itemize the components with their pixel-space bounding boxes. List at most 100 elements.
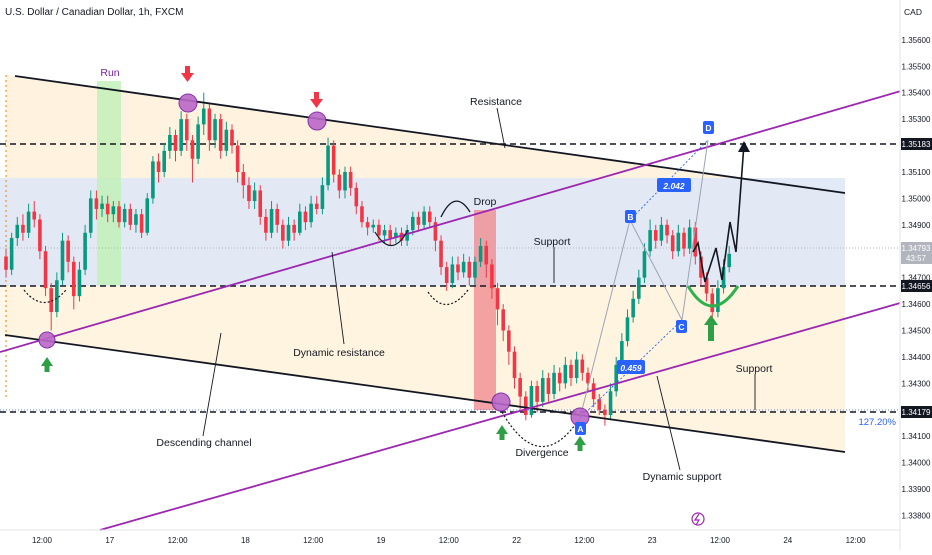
candle — [185, 113, 189, 151]
harmonic-bd-dotted — [629, 139, 709, 221]
candle — [394, 227, 398, 244]
pointer-descending-channel — [202, 332, 222, 437]
candle — [117, 201, 121, 228]
fib-extension-label: 127.20% — [858, 417, 896, 428]
dynamic-resistance-line[interactable] — [0, 81, 932, 353]
point-tag-d-box — [703, 121, 714, 134]
pointer-dynamic-resistance — [331, 251, 345, 345]
channel-bottom-line[interactable] — [4, 334, 846, 453]
arrow-up-icon — [496, 425, 508, 440]
candle — [625, 309, 630, 347]
candle — [473, 256, 477, 286]
price-axis[interactable]: CAD 1.356001.355001.354001.353001.352001… — [899, 0, 932, 550]
arrow-down-icon — [181, 66, 194, 82]
candle — [512, 346, 517, 389]
candle — [15, 216, 20, 246]
price-tag-level-2: 1.34656 — [902, 282, 931, 291]
price-tick-label: 1.34000 — [902, 459, 931, 468]
annotation-drop: Drop — [474, 196, 497, 208]
ratio-tag-ac: 0.459 — [620, 363, 642, 373]
ratio-tag-bd: 2.042 — [662, 181, 685, 191]
range-band-orange-lower — [0, 286, 845, 452]
channel-top-line[interactable] — [14, 75, 846, 194]
candle — [682, 227, 686, 257]
candle — [252, 182, 257, 209]
pivot-marker-2[interactable] — [178, 93, 198, 113]
candle — [546, 372, 551, 402]
candle — [281, 219, 285, 249]
time-tick-label: 23 — [648, 536, 657, 545]
point-tag-c: C — [678, 322, 684, 332]
point-tag-a-box — [575, 422, 586, 435]
drop-zone — [474, 210, 496, 410]
candle — [433, 216, 438, 252]
candle — [507, 325, 511, 365]
candle — [43, 245, 48, 297]
candle — [411, 211, 415, 236]
candle — [687, 219, 692, 254]
time-tick-label: 24 — [783, 536, 792, 545]
candle — [72, 256, 76, 310]
candle — [218, 113, 223, 159]
annotation-dynamic-support: Dynamic support — [643, 471, 722, 483]
pivot-marker-4[interactable] — [491, 392, 511, 412]
dotted-cup-mid — [427, 289, 469, 306]
dynamic-support-line[interactable] — [99, 293, 932, 531]
candle — [77, 261, 82, 302]
price-tick-label: 1.35500 — [902, 62, 931, 71]
time-tick-label: 18 — [241, 536, 250, 545]
candle — [653, 224, 658, 249]
price-tag-countdown: 43:57 — [906, 254, 927, 263]
forecast-green-cup — [686, 285, 740, 308]
candle — [591, 378, 596, 408]
candle — [213, 113, 217, 149]
candle — [55, 272, 59, 318]
arrow-down-icon — [310, 92, 323, 108]
point-tag-d: D — [705, 123, 711, 133]
price-tag-level-3-box — [901, 406, 932, 418]
run-zone — [97, 81, 121, 285]
price-tick-label: 1.34500 — [902, 327, 931, 336]
candle — [467, 256, 472, 286]
candle — [535, 380, 539, 413]
candle — [676, 224, 681, 257]
range-band-blue — [0, 178, 845, 286]
candle — [320, 177, 325, 215]
price-tick-label: 1.34300 — [902, 379, 931, 388]
candle — [603, 404, 607, 426]
pivot-marker-1[interactable] — [38, 331, 56, 349]
time-axis[interactable]: 12:00 17 12:00 18 12:00 19 12:00 22 12:00 23 12:00… — [0, 529, 900, 545]
annotation-dynamic-resistance: Dynamic resistance — [293, 347, 385, 359]
candle — [456, 256, 460, 281]
price-tick-label: 1.34100 — [902, 432, 931, 441]
lightning-icon[interactable] — [691, 512, 705, 526]
candle — [343, 166, 347, 199]
price-tick-label: 1.34900 — [902, 221, 931, 230]
candle — [422, 206, 426, 231]
candle — [540, 370, 545, 408]
candle — [179, 111, 183, 157]
candle — [275, 203, 279, 233]
candle — [631, 290, 635, 323]
candle — [405, 224, 409, 246]
candle — [614, 356, 618, 397]
candle — [461, 253, 466, 278]
point-tag-c-box — [676, 320, 687, 333]
harmonic-ac-dotted — [579, 319, 683, 419]
time-tick-label: 12:00 — [439, 536, 460, 545]
currency-label: CAD — [904, 7, 922, 17]
ratio-tag-bd-box — [657, 178, 691, 192]
curve-annotations — [23, 200, 581, 448]
price-tag-level-2-box — [901, 280, 932, 292]
annotation-support-right: Support — [736, 363, 773, 375]
candles — [4, 92, 731, 426]
pivot-marker-3[interactable] — [307, 111, 327, 131]
candle — [298, 203, 302, 236]
harmonic-pattern — [579, 139, 750, 419]
candle — [303, 206, 308, 231]
candle — [399, 227, 404, 246]
candle — [552, 364, 556, 400]
price-tick-label: 1.35100 — [902, 168, 931, 177]
candle — [716, 280, 720, 318]
